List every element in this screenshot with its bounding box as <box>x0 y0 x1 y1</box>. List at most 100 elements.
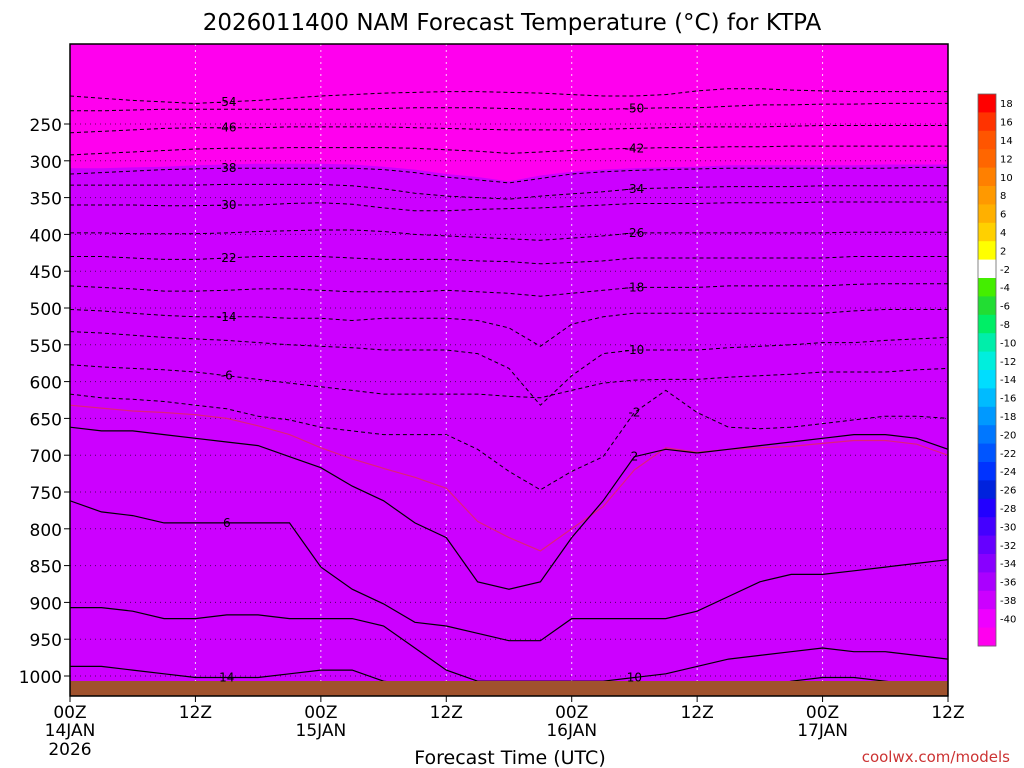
x-tick-label-7: 12Z <box>931 703 964 723</box>
colorbar-swatch-10 <box>978 278 996 297</box>
colorbar-label-0: 18 <box>1000 99 1013 110</box>
colorbar: 18 16 14 12 10 8 6 4 2 -2 -4 -6 -8 -10 -12 -14 -16 -18 -20… <box>977 93 1016 647</box>
isotherm-label-3: -42 <box>625 141 645 155</box>
y-tick-label-2: 350 <box>30 190 62 210</box>
isotherm-label-4: -38 <box>217 161 237 175</box>
colorbar-swatch-5 <box>978 186 996 205</box>
colorbar-swatch-19 <box>978 443 996 463</box>
isotherm-label-12: -6 <box>221 369 233 383</box>
colorbar-swatch-1 <box>978 112 996 132</box>
isotherm-line-11 <box>70 331 948 406</box>
colorbar-label-15: -14 <box>1000 375 1016 386</box>
colorbar-swatch-11 <box>978 296 996 316</box>
isotherm-labels: -54 -50-46-42-38-34-30-26-22-18-14-10-6-2… <box>217 95 645 685</box>
colorbar-label-17: -18 <box>1000 412 1016 423</box>
colorbar-swatch-2 <box>978 130 996 150</box>
isotherm-label-2: -46 <box>217 121 237 135</box>
chart-title: 2026011400 NAM Forecast Temperature (°C)… <box>203 10 822 36</box>
y-tick-label-5: 500 <box>30 300 62 320</box>
colorbar-label-18: -20 <box>1000 430 1016 441</box>
isotherm-line-2 <box>70 125 948 134</box>
colorbar-label-16: -16 <box>1000 394 1016 405</box>
colorbar-label-27: -38 <box>1000 596 1016 607</box>
x-tick-label-0: 00Z <box>53 703 86 723</box>
colorbar-swatch-26 <box>978 572 996 592</box>
colorbar-swatch-12 <box>978 314 996 334</box>
y-tick-label-10: 750 <box>30 484 62 504</box>
isotherm-label-10: -14 <box>217 310 237 324</box>
colorbar-label-3: 12 <box>1000 154 1013 165</box>
x-axis-title: Forecast Time (UTC) <box>414 747 605 768</box>
colorbar-swatch-8 <box>978 241 996 261</box>
x-tick-label-2: 00Z <box>304 703 337 723</box>
x-tick-label-4: 00Z <box>555 703 588 723</box>
colorbar-swatch-7 <box>978 222 996 242</box>
colorbar-swatch-6 <box>978 204 996 224</box>
y-tick-label-6: 550 <box>30 337 62 357</box>
x-tick-year-0: 2026 <box>48 740 91 760</box>
colorbar-swatch-18 <box>978 425 996 445</box>
x-tick-label-5: 12Z <box>681 703 714 723</box>
colorbar-label-9: -2 <box>1000 265 1010 276</box>
x-tick-date-4: 16JAN <box>546 721 597 741</box>
colorbar-swatch-15 <box>978 370 996 389</box>
colorbar-swatch-29 <box>978 627 996 647</box>
colorbar-swatch-22 <box>978 498 996 518</box>
colorbar-label-28: -40 <box>1000 614 1016 625</box>
isotherm-line-16 <box>70 500 948 642</box>
y-tick-label-11: 800 <box>30 521 62 541</box>
colorbar-swatch-21 <box>978 480 996 500</box>
y-tick-label-12: 850 <box>30 558 62 578</box>
y-tick-label-8: 650 <box>30 410 62 430</box>
x-tick-label-3: 12Z <box>430 703 463 723</box>
isotherm-label-9: -18 <box>625 280 645 294</box>
isotherm-label-0: -54 <box>217 95 237 109</box>
colorbar-swatch-17 <box>978 406 996 426</box>
ground-surface <box>70 681 948 696</box>
colorbar-label-14: -12 <box>1000 357 1016 368</box>
y-axis-pressure-ticks: 250 300 350 400 450 500 550 600 650 700 750 800 850 9… <box>19 116 70 688</box>
colorbar-label-19: -22 <box>1000 449 1016 460</box>
colorbar-swatch-28 <box>978 609 996 629</box>
isotherm-label-1: -50 <box>625 102 645 116</box>
y-tick-label-9: 700 <box>30 447 62 467</box>
y-tick-label-0: 250 <box>30 116 62 136</box>
isotherm-label-7: -26 <box>625 226 645 240</box>
isotherm-label-6: -30 <box>217 198 237 212</box>
x-tick-label-1: 12Z <box>179 703 212 723</box>
y-tick-label-14: 950 <box>30 631 62 651</box>
isotherm-label-15: 2 <box>631 450 639 464</box>
y-tick-label-4: 450 <box>30 263 62 283</box>
grid-lines <box>70 44 948 696</box>
colorbar-label-22: -28 <box>1000 504 1016 515</box>
isotherm-line-1 <box>70 102 948 112</box>
colorbar-swatch-27 <box>978 590 996 610</box>
isotherm-line-13 <box>70 389 948 491</box>
plot-frame <box>69 43 949 697</box>
colorbar-label-6: 6 <box>1000 210 1006 221</box>
colorbar-label-24: -32 <box>1000 541 1016 552</box>
colorbar-label-7: 4 <box>1000 228 1006 239</box>
isotherm-label-16: 6 <box>223 516 231 530</box>
colorbar-label-10: -4 <box>1000 283 1010 294</box>
isotherm-label-17: 10 <box>627 670 642 684</box>
x-tick-date-2: 15JAN <box>296 721 347 741</box>
isotherm-label-18: 14 <box>219 670 234 684</box>
isotherm-line-14 <box>70 404 948 552</box>
colorbar-swatch-4 <box>978 167 996 187</box>
y-tick-label-1: 300 <box>30 153 62 173</box>
colorbar-swatch-14 <box>978 351 996 371</box>
colorbar-label-21: -26 <box>1000 486 1016 497</box>
colorbar-label-11: -6 <box>1000 302 1010 313</box>
y-tick-label-7: 600 <box>30 374 62 394</box>
isotherm-line-12 <box>70 364 948 399</box>
isotherm-label-5: -34 <box>625 182 645 196</box>
y-tick-label-15: 1000 <box>19 668 62 688</box>
colorbar-swatch-3 <box>978 149 996 169</box>
colorbar-swatch-13 <box>978 333 996 353</box>
colorbar-swatch-0 <box>978 94 996 113</box>
isotherm-label-11: -10 <box>625 343 645 357</box>
isotherm-label-8: -22 <box>217 251 237 265</box>
